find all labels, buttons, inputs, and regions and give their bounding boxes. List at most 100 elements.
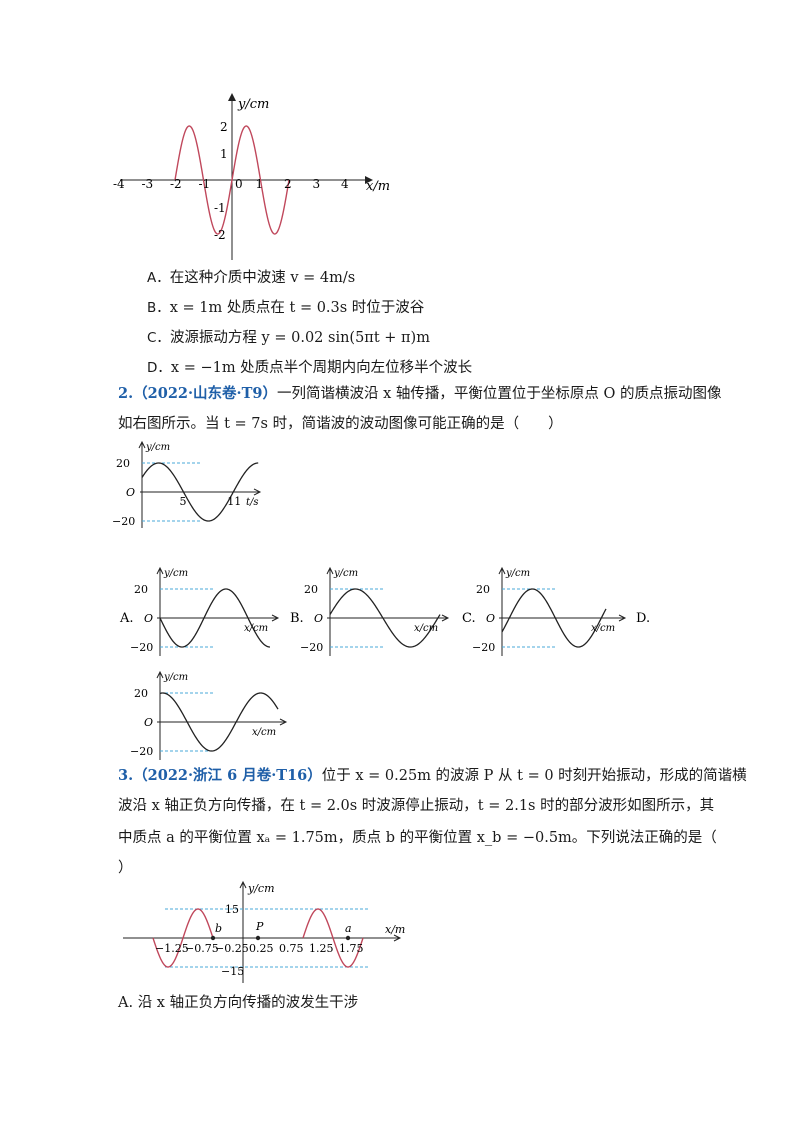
x-axis-arrow (253, 488, 262, 496)
x-tick-label: 2 (284, 177, 292, 191)
q1-option-a: A．在这种介质中波速 v = 4m/s (147, 268, 355, 288)
x-axis-arrow (271, 614, 280, 622)
y-axis-label: y/cm (163, 568, 188, 579)
x-axis-label: x/m (366, 179, 390, 194)
option-c-graph: y/cm 20 −20 Ox/cm C. D. (462, 566, 650, 656)
y-axis-arrow (239, 880, 247, 889)
t-tick-label: 11 (227, 495, 241, 508)
x-tick-label: -3 (142, 177, 154, 191)
q3-option-a: A. 沿 x 轴正负方向传播的波发生干涉 (118, 993, 358, 1013)
wave-curve (141, 462, 259, 522)
option-d-graph: y/cm 20 −20 Ox/cm (130, 670, 288, 760)
y-bottom-label: −20 (130, 745, 153, 758)
x-axis-arrow (279, 718, 288, 726)
x-tick-label: 0.25 (249, 942, 274, 955)
q2-stem-line1: 2.（2022·山东卷·T9）一列简谐横波沿 x 轴传播，平衡位置位于坐标原点 … (118, 384, 721, 404)
y-tick-labels: 2 1 -1 -2 (214, 120, 228, 242)
q3-stem-line3: 中质点 a 的平衡位置 xₐ = 1.75m，质点 b 的平衡位置 x_b = … (118, 828, 717, 848)
option-text: 在这种介质中波速 v = 4m/s (169, 270, 356, 286)
question-text: 中质点 a 的平衡位置 xₐ = 1.75m，质点 b 的平衡位置 x_b = … (118, 830, 717, 846)
x-axis-arrow (441, 614, 450, 622)
question-text: 如右图所示。当 t = 7s 时，简谐波的波动图像可能正确的是（ ） (118, 416, 563, 432)
x-axis-label: x/cm (244, 623, 268, 634)
option-text: A. 沿 x 轴正负方向传播的波发生干涉 (118, 995, 359, 1011)
x-tick-label: 4 (341, 177, 349, 191)
option-letter: B. (290, 611, 304, 626)
x-tick-label: -1 (199, 177, 211, 191)
y-bottom-label: −20 (300, 641, 323, 654)
y-axis-label: y/cm (333, 568, 358, 579)
option-b-graph: y/cm 20 −20 Ox/cm B. (290, 566, 450, 656)
x-axis-label: x/cm (252, 727, 276, 738)
y-axis-arrow (156, 670, 164, 679)
q3-wave-figure: y/cm x/m 15 −15 −1.25−0.75−0.25 0.25 0.75 1.25 1… (123, 880, 405, 983)
y-axis-label: y/cm (505, 568, 530, 579)
vibration-graph: y/cm 20 −20 Ot/s 5 11 (112, 440, 262, 528)
question-text: 波沿 x 轴正负方向传播，在 t = 2.0s 时波源停止振动，t = 2.1s… (118, 798, 715, 814)
origin-label: O (126, 486, 135, 499)
q3-stem-line1: 3.（2022·浙江 6 月卷·T16）位于 x = 0.25m 的波源 P 从… (118, 766, 747, 786)
option-text: x = −1m 处质点半个周期内向左位移半个波长 (170, 360, 473, 376)
question-head: 3.（2022·浙江 6 月卷·T16） (118, 767, 322, 784)
question-text: ） (118, 860, 133, 876)
option-letter: B． (147, 300, 170, 316)
y-tick-label: 2 (220, 120, 228, 134)
wave-curve (159, 588, 271, 648)
origin-label: O (314, 612, 323, 625)
x-tick-labels: -4 -3 -2 -1 0 1 2 3 4 (113, 177, 349, 191)
wave-curve-left (152, 908, 214, 968)
x-tick-label: −1.25 (155, 942, 189, 955)
wave-curve-right (302, 908, 364, 968)
x-tick-label: -4 (113, 177, 125, 191)
option-letter: A． (147, 270, 170, 286)
question-text: 一列简谐横波沿 x 轴传播，平衡位置位于坐标原点 O 的质点振动图像 (276, 386, 722, 402)
y-tick-label: -2 (214, 228, 226, 242)
origin-label: O (144, 612, 153, 625)
y-axis-arrow (138, 440, 146, 449)
option-a-graph: y/cm 20 −20 Ox/cm A. (119, 566, 280, 656)
x-tick-label: 0 (235, 177, 243, 191)
y-axis-label: y/cm (237, 97, 269, 112)
x-axis-arrow (393, 934, 402, 942)
question-head: 2.（2022·山东卷·T9） (118, 385, 277, 402)
option-letter: D. (636, 611, 650, 626)
y-bottom-label: −15 (221, 965, 244, 978)
y-top-label: 20 (134, 583, 148, 596)
wave-curve (174, 125, 290, 235)
option-letter: C． (147, 330, 170, 346)
point-p-dot (255, 935, 261, 941)
x-tick-label: 0.75 (279, 942, 304, 955)
origin-label: O (144, 716, 153, 729)
option-letter: D． (147, 360, 171, 376)
x-axis-label: x/cm (591, 623, 615, 634)
wave-curve (329, 588, 441, 648)
y-top-label: 20 (476, 583, 490, 596)
x-axis-label: x/m (385, 923, 405, 936)
q1-option-b: B．x = 1m 处质点在 t = 0.3s 时位于波谷 (147, 298, 424, 318)
x-axis-arrow (618, 614, 627, 622)
y-top-label: 20 (304, 583, 318, 596)
t-tick-label: 5 (180, 495, 187, 508)
q3-stem-line4: ） (118, 858, 133, 878)
y-tick-label: -1 (214, 201, 226, 215)
wave-curve (159, 692, 279, 752)
x-tick-label: −0.75 (185, 942, 219, 955)
question-text: 位于 x = 0.25m 的波源 P 从 t = 0 时刻开始振动，形成的简谐横 (321, 768, 747, 784)
y-bottom-label: −20 (112, 515, 135, 528)
y-axis-arrow (326, 566, 334, 575)
x-tick-label: −0.25 (215, 942, 249, 955)
point-p-label: P (255, 920, 264, 933)
option-text: x = 1m 处质点在 t = 0.3s 时位于波谷 (169, 300, 425, 316)
q1-option-c: C．波源振动方程 y = 0.02 sin(5πt + π)m (147, 328, 430, 348)
y-top-label: 20 (134, 687, 148, 700)
y-axis-label: y/cm (163, 672, 188, 683)
y-tick-label: 1 (220, 147, 228, 161)
t-axis-label: t/s (246, 497, 259, 508)
x-tick-label: 1.25 (309, 942, 334, 955)
x-tick-label: 1.75 (339, 942, 364, 955)
y-bottom-label: −20 (472, 641, 495, 654)
y-axis-arrow (156, 566, 164, 575)
wave-curve (501, 588, 607, 648)
q2-stem-line2: 如右图所示。当 t = 7s 时，简谐波的波动图像可能正确的是（ ） (118, 414, 563, 434)
